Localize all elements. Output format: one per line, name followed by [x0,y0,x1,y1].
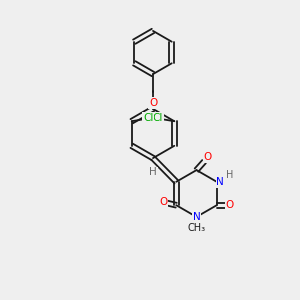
Text: H: H [226,170,233,180]
Text: CH₃: CH₃ [188,223,206,233]
Text: O: O [203,152,212,162]
Text: Cl: Cl [143,113,153,123]
Text: N: N [217,177,224,187]
Text: Cl: Cl [153,113,163,123]
Text: O: O [226,200,234,210]
Text: O: O [159,197,167,207]
Text: N: N [193,212,200,222]
Text: H: H [149,167,157,177]
Text: O: O [149,98,157,108]
